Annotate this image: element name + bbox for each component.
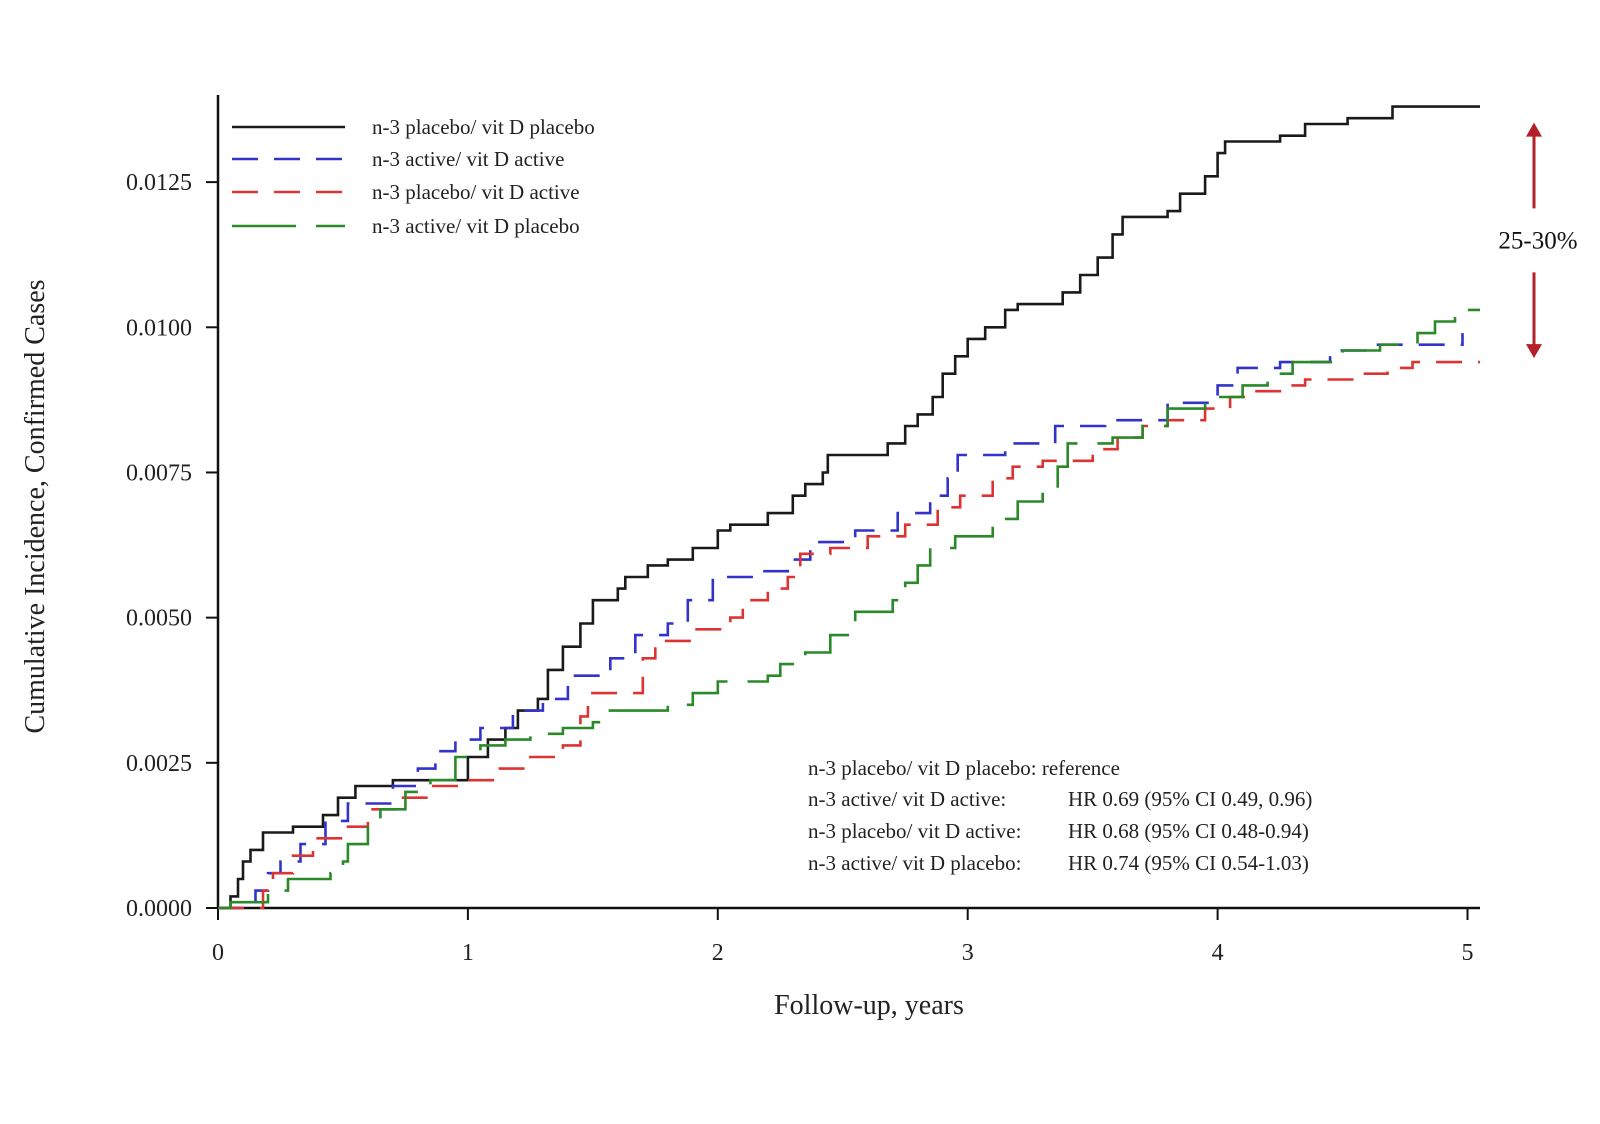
stats-label-2: n-3 active/ vit D active:	[808, 787, 1006, 811]
legend: n-3 placebo/ vit D placebo n-3 active/ vi…	[232, 115, 595, 238]
difference-label: 25-30%	[1498, 227, 1577, 254]
series-line-1	[218, 105, 1480, 910]
x-tick-label: 0	[212, 940, 224, 966]
difference-arrow-head-down	[1526, 344, 1542, 359]
legend-label-1: n-3 placebo/ vit D placebo	[372, 115, 595, 139]
legend-label-3: n-3 placebo/ vit D active	[372, 180, 580, 204]
y-tick-label: 0.0125	[126, 170, 192, 196]
difference-arrow-head-up	[1526, 122, 1542, 137]
x-axis-title: Follow-up, years	[774, 990, 964, 1021]
y-axis-title: Cumulative Incidence, Confirmed Cases	[20, 279, 51, 733]
difference-annotation: 25-30%	[1498, 122, 1578, 359]
stats-annotation: n-3 placebo/ vit D placebo: reference n-3…	[808, 756, 1312, 875]
stats-label-3: n-3 placebo/ vit D active:	[808, 819, 1021, 843]
x-tick-label: 4	[1212, 940, 1224, 966]
axes: 0.0000 0.0025 0.0050 0.0075 0.0100 0.0125 0 1 2 3…	[20, 95, 1480, 1021]
stats-value-3: HR 0.68 (95% CI 0.48-0.94)	[1068, 819, 1309, 843]
stats-value-2: HR 0.69 (95% CI 0.49, 0.96)	[1068, 787, 1312, 811]
y-tick-label: 0.0050	[126, 606, 192, 632]
y-tick-label: 0.0025	[126, 751, 192, 777]
y-tick-label: 0.0000	[126, 896, 192, 922]
series-line-3	[218, 360, 1480, 910]
x-tick-label: 1	[462, 940, 474, 966]
stats-label-1: n-3 placebo/ vit D placebo: reference	[808, 756, 1120, 780]
series-layer	[218, 105, 1480, 910]
y-tick-label: 0.0075	[126, 460, 192, 486]
y-tick-label: 0.0100	[126, 315, 192, 341]
x-tick-label: 5	[1462, 940, 1474, 966]
legend-label-2: n-3 active/ vit D active	[372, 147, 564, 171]
x-tick-label: 2	[712, 940, 724, 966]
stats-label-4: n-3 active/ vit D placebo:	[808, 851, 1021, 875]
series-line-4	[218, 308, 1480, 910]
legend-label-4: n-3 active/ vit D placebo	[372, 214, 580, 238]
stats-value-4: HR 0.74 (95% CI 0.54-1.03)	[1068, 851, 1309, 875]
x-tick-label: 3	[962, 940, 974, 966]
